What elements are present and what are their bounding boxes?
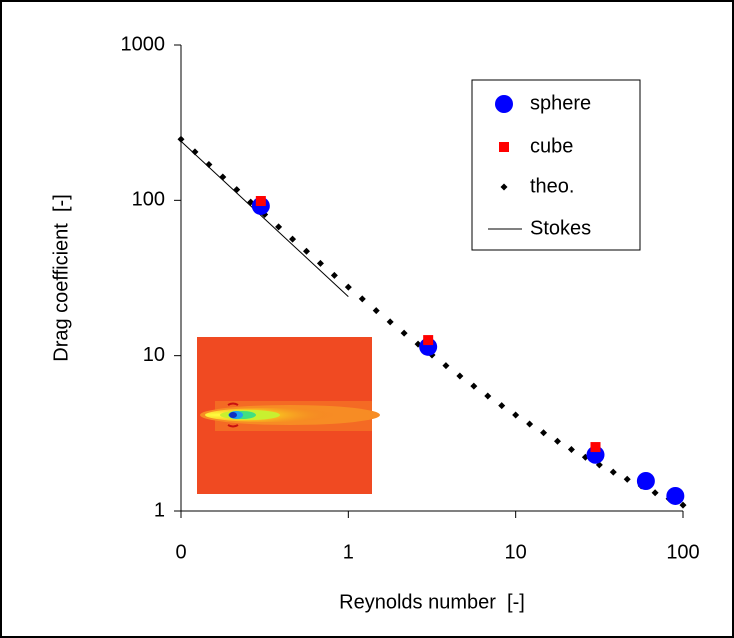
data-point bbox=[386, 318, 394, 326]
x-axis-title: Reynolds number [-] bbox=[339, 591, 525, 613]
data-point bbox=[400, 329, 408, 337]
y-tick-label: 10 bbox=[143, 344, 165, 366]
contour-inset bbox=[197, 337, 380, 494]
legend-label: theo. bbox=[530, 175, 574, 197]
x-tick-label: 0 bbox=[175, 541, 186, 563]
legend-label: sphere bbox=[530, 92, 591, 114]
data-point bbox=[255, 196, 266, 207]
legend-label: cube bbox=[530, 135, 573, 157]
y-tick-label: 1000 bbox=[121, 33, 166, 55]
data-point bbox=[344, 283, 352, 291]
data-point bbox=[526, 420, 534, 428]
data-point bbox=[679, 501, 687, 509]
data-point bbox=[205, 160, 213, 168]
data-point bbox=[609, 468, 617, 476]
data-point bbox=[484, 392, 492, 400]
data-point bbox=[219, 173, 227, 181]
data-point bbox=[442, 362, 450, 370]
x-tick-label: 1 bbox=[343, 541, 354, 563]
y-tick-label: 100 bbox=[132, 189, 165, 211]
data-point bbox=[289, 235, 297, 243]
data-point bbox=[316, 259, 324, 267]
legend-label: Stokes bbox=[530, 217, 591, 239]
data-point bbox=[372, 307, 380, 315]
x-tick-label: 100 bbox=[666, 541, 699, 563]
data-point bbox=[540, 429, 548, 437]
y-tick-label: 1 bbox=[154, 499, 165, 521]
data-point bbox=[554, 437, 562, 445]
data-point bbox=[567, 445, 575, 453]
legend-swatch bbox=[499, 142, 509, 152]
data-point bbox=[191, 148, 199, 156]
data-point bbox=[636, 472, 655, 491]
legend-swatch bbox=[500, 183, 508, 191]
y-axis-title: Drag coefficient [-] bbox=[50, 194, 72, 361]
data-point bbox=[512, 411, 520, 419]
data-point bbox=[423, 335, 434, 346]
data-point bbox=[233, 186, 241, 194]
data-point bbox=[275, 223, 283, 231]
data-point bbox=[456, 372, 464, 380]
data-point bbox=[666, 486, 685, 505]
data-point bbox=[470, 382, 478, 390]
data-point bbox=[651, 489, 659, 497]
data-point bbox=[358, 295, 366, 303]
x-tick-label: 10 bbox=[505, 541, 527, 563]
legend-swatch bbox=[495, 95, 513, 113]
data-point bbox=[623, 475, 631, 483]
data-point bbox=[498, 402, 506, 410]
data-point bbox=[302, 247, 310, 255]
data-point bbox=[177, 135, 185, 143]
data-point bbox=[330, 271, 338, 279]
data-point bbox=[590, 442, 601, 453]
